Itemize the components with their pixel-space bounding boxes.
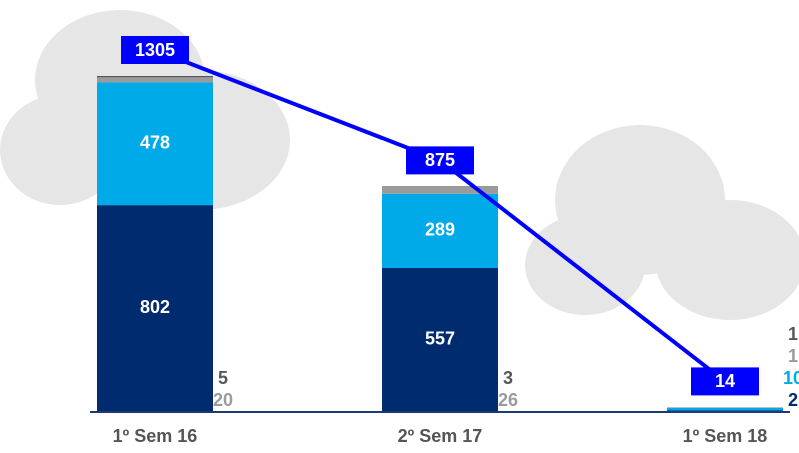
data-label: 478: [140, 133, 170, 153]
data-label: 5: [218, 368, 228, 388]
total-label: 14: [715, 371, 735, 391]
data-label: 802: [140, 297, 170, 317]
bar-segment: [97, 205, 213, 411]
total-box: [121, 36, 189, 64]
bar-segment: [382, 187, 498, 194]
total-box: [691, 367, 759, 396]
data-label: 26: [498, 390, 518, 410]
x-tick-label: 1º Sem 16: [113, 426, 198, 446]
total-label: 875: [425, 150, 455, 170]
x-tick-label: 1º Sem 18: [683, 426, 768, 446]
data-label: 3: [503, 368, 513, 388]
total-label: 1305: [135, 40, 175, 60]
data-label: 20: [213, 390, 233, 410]
bar-segment: [97, 82, 213, 206]
bar-segment: [382, 186, 498, 188]
bar-segment: [667, 410, 783, 411]
data-label: 289: [425, 220, 455, 240]
data-label: 1: [788, 346, 798, 366]
total-box: [406, 146, 474, 175]
bar-segment: [97, 77, 213, 83]
bar-segment: [667, 407, 783, 411]
data-label: 10: [783, 368, 799, 388]
data-label: 557: [425, 328, 455, 348]
bar-segment: [382, 193, 498, 269]
bar-segment: [97, 76, 213, 78]
data-label: 2: [788, 390, 798, 410]
data-label: 1: [788, 324, 798, 344]
bar-segment: [382, 268, 498, 411]
x-tick-label: 2º Sem 17: [398, 426, 483, 446]
